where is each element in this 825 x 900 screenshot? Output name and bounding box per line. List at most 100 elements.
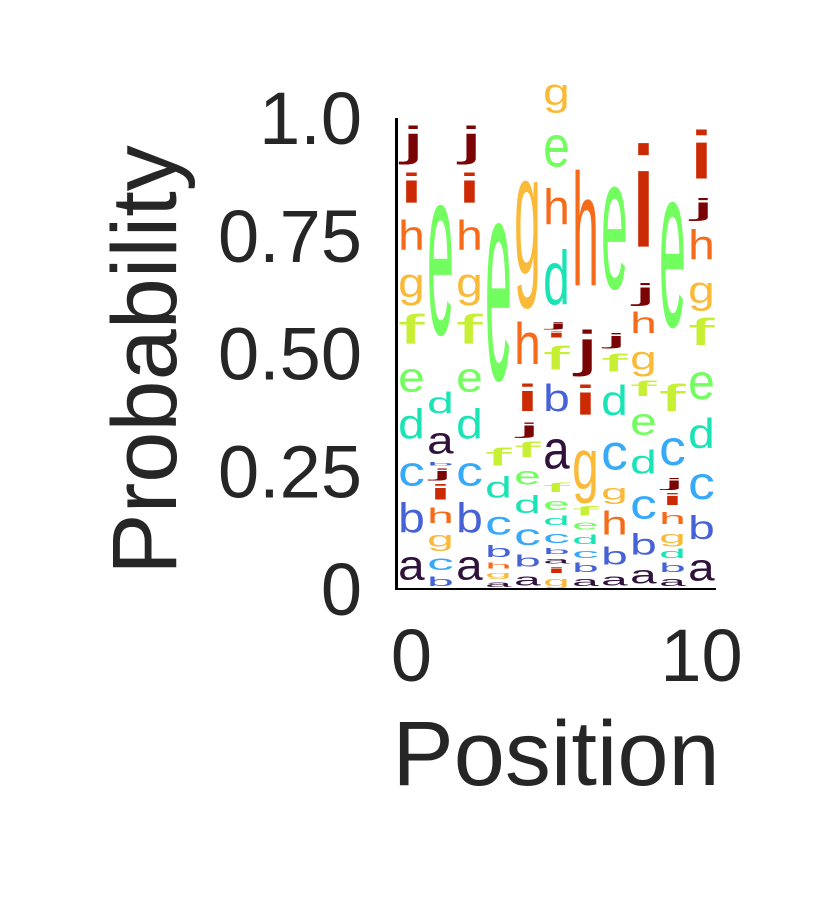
logo-letter-a-pos-9: a: [659, 575, 686, 589]
logo-letter-d-pos-0: d: [398, 400, 425, 448]
logo-letter-g-pos-10: g: [688, 269, 715, 311]
logo-letter-j-pos-9: j: [660, 476, 686, 490]
logo-letter-j-pos-7: j: [602, 330, 628, 349]
logo-letter-c-pos-5: c: [543, 528, 570, 547]
logo-letter-i-pos-1: i: [427, 481, 454, 504]
logo-letter-h-pos-3: h: [485, 561, 512, 570]
logo-letter-h-pos-7: h: [601, 504, 628, 541]
y-tick-label: 0.50: [218, 313, 362, 396]
logo-letter-h-pos-1: h: [427, 504, 454, 528]
logo-letter-a-pos-7: a: [601, 570, 628, 589]
logo-letter-h-pos-8: h: [630, 307, 657, 340]
logo-letter-f-pos-6: f: [572, 504, 599, 518]
logo-letter-e-pos-5: e: [543, 494, 570, 513]
y-axis-title: Probability: [94, 145, 196, 575]
logo-letter-j-pos-6: j: [572, 320, 599, 377]
x-tick-labels: 0 10: [391, 614, 743, 697]
logo-letter-g-pos-1: g: [427, 527, 454, 551]
logo-letter-d-pos-10: d: [688, 410, 715, 458]
logo-letter-i-pos-9: i: [659, 490, 686, 509]
logo-letter-h-pos-0: h: [398, 212, 425, 260]
logo-letter-a-pos-2: a: [456, 541, 483, 589]
logo-letter-c-pos-7: c: [601, 425, 628, 481]
logo-letter-e-pos-8: e: [630, 401, 657, 443]
logo-letter-g-pos-3: g: [485, 570, 512, 579]
logo-letter-c-pos-8: c: [630, 482, 657, 528]
logo-letter-e-pos-5: e: [543, 114, 570, 180]
x-tick-label: 0: [391, 614, 432, 697]
logo-letter-d-pos-5: d: [543, 514, 570, 528]
logo-letter-e-pos-0: e: [398, 353, 425, 401]
logo-letter-g-pos-7: g: [601, 480, 628, 504]
logo-letter-g-pos-9: g: [659, 527, 686, 546]
logo-letter-a-pos-5: a: [543, 556, 571, 565]
logo-letter-b-pos-2: b: [456, 494, 483, 542]
logo-letter-f-pos-10: f: [688, 311, 716, 353]
logo-letter-b-pos-5: b: [543, 547, 570, 556]
logo-letter-g-pos-5: g: [543, 72, 570, 114]
logo-letter-b-pos-4: b: [514, 551, 541, 570]
logo-letter-j-pos-2: j: [457, 118, 483, 165]
logo-letter-d-pos-5: d: [543, 237, 570, 321]
logo-letter-f-pos-3: f: [485, 443, 512, 471]
logo-letter-b-pos-1: b: [427, 462, 454, 467]
logo-letter-g-pos-8: g: [630, 340, 657, 377]
logo-letter-d-pos-8: d: [630, 443, 657, 480]
logo-letter-b-pos-6: b: [572, 561, 599, 575]
y-tick-label: 0.25: [218, 430, 362, 513]
logo-letter-d-pos-4: d: [514, 490, 541, 518]
logo-letter-f-pos-8: f: [630, 377, 658, 400]
logo-letter-d-pos-9: d: [659, 547, 686, 561]
logo-letter-d-pos-1: d: [427, 387, 454, 420]
logo-letter-i-pos-4: i: [514, 377, 541, 420]
logo-letter-c-pos-0: c: [398, 449, 425, 495]
logo-letter-f-pos-0: f: [398, 306, 425, 353]
logo-letter-e-pos-2: e: [456, 353, 483, 401]
logo-letter-i-pos-6: i: [572, 378, 599, 425]
logo-letter-f-pos-4: f: [514, 438, 542, 461]
y-tick-label: 1.0: [259, 77, 362, 160]
logo-letter-e-pos-9: e: [659, 118, 686, 376]
logo-letter-a-pos-3: a: [485, 580, 513, 589]
logo-letter-i-pos-2: i: [456, 166, 483, 213]
logo-letter-f-pos-5: f: [543, 340, 570, 378]
logo-letter-i-pos-0: i: [398, 166, 425, 213]
logo-letter-a-pos-0: a: [398, 541, 425, 589]
logo-letter-b-pos-1: b: [427, 575, 454, 589]
logo-letter-d-pos-6: d: [572, 533, 599, 547]
logo-letter-c-pos-2: c: [456, 449, 483, 495]
logo-letter-h-pos-10: h: [688, 221, 715, 269]
logo-letter-c-pos-10: c: [688, 457, 715, 509]
x-axis-title: Position: [392, 703, 719, 805]
logo-letter-h-pos-4: h: [514, 311, 541, 377]
logo-letter-j-pos-4: j: [515, 419, 541, 438]
y-tick-labels: 0 0.25 0.50 0.75 1.0: [218, 77, 362, 631]
logo-letter-b-pos-3: b: [485, 542, 512, 561]
logo-letter-b-pos-8: b: [630, 528, 657, 561]
logo-letter-c-pos-9: c: [659, 420, 686, 476]
logo-letter-g-pos-0: g: [398, 259, 425, 307]
logo-letter-a-pos-6: a: [572, 575, 599, 589]
logo-letter-e-pos-3: e: [485, 118, 512, 442]
logo-letter-j-pos-5: j: [544, 320, 570, 329]
logo-letter-a-pos-1: a: [427, 420, 454, 462]
logo-letter-b-pos-10: b: [688, 509, 715, 546]
logo-letter-f-pos-5: f: [543, 481, 570, 495]
logo-letter-i-pos-5: i: [543, 566, 570, 575]
logo-letter-a-pos-5: a: [543, 420, 570, 481]
logo-letter-c-pos-1: c: [427, 551, 454, 575]
logo-letter-j-pos-0: j: [399, 118, 425, 165]
logo-letter-e-pos-10: e: [688, 354, 715, 410]
logo-letter-d-pos-7: d: [601, 377, 628, 425]
logo-letter-a-pos-8: a: [630, 561, 657, 589]
logo-letter-b-pos-5: b: [543, 378, 570, 420]
logo-letter-h-pos-2: h: [456, 212, 483, 260]
logo-letter-f-pos-7: f: [601, 349, 628, 377]
y-tick-label: 0.75: [218, 195, 362, 278]
logo-letter-a-pos-10: a: [688, 547, 715, 589]
logo-letter-h-pos-5: h: [543, 180, 570, 236]
logo-letter-c-pos-4: c: [514, 519, 541, 552]
logo-letter-d-pos-3: d: [485, 472, 512, 505]
logo-letter-e-pos-7: e: [601, 118, 628, 329]
